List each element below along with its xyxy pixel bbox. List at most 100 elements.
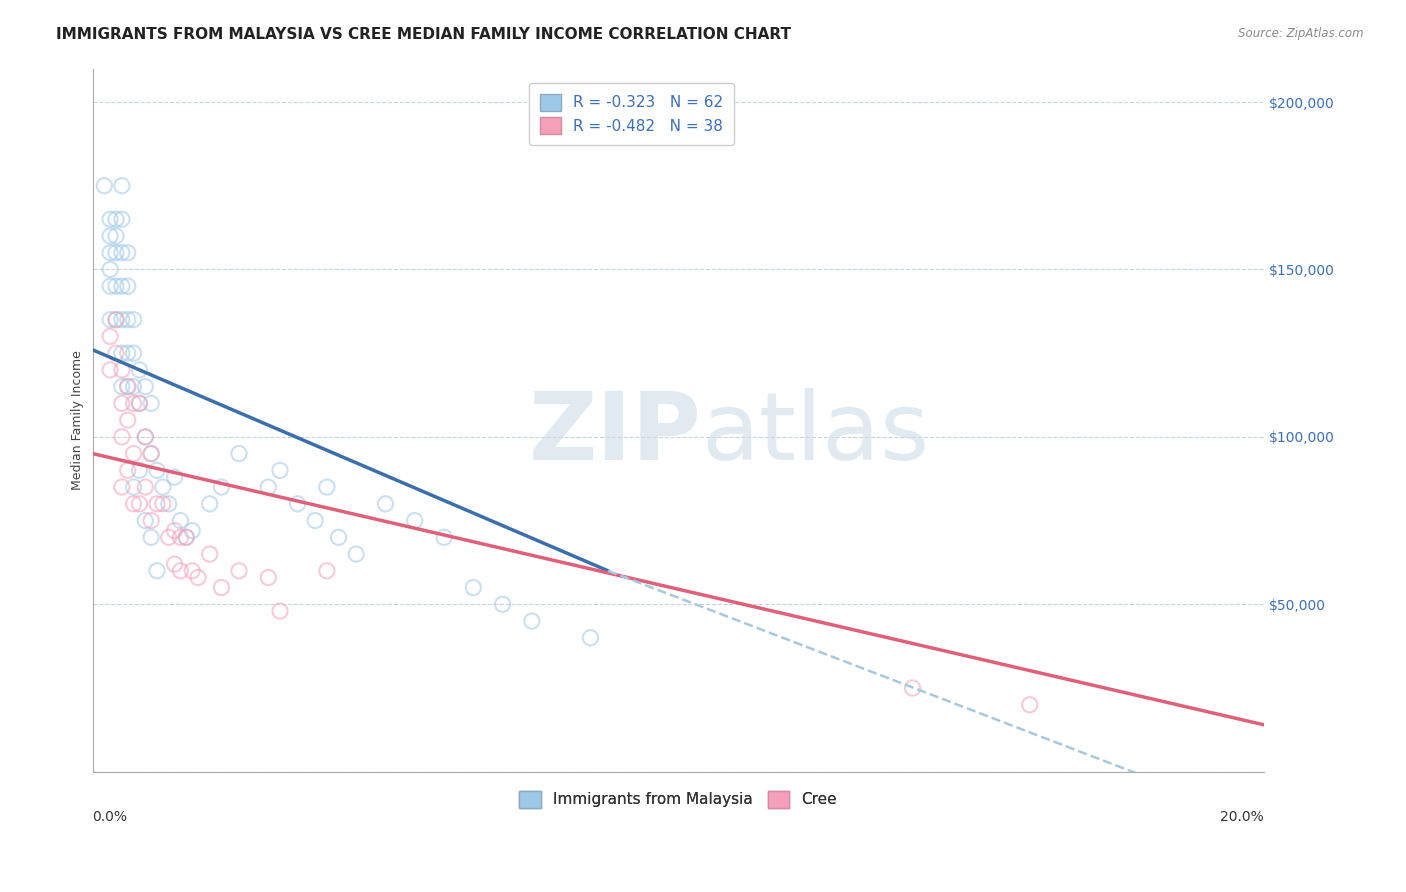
Point (98, 279, 121, 293)
Point (491, 597, 513, 611)
Point (287, 497, 309, 511)
Point (98, 212, 121, 227)
Point (122, 379, 145, 393)
Point (117, 346, 139, 360)
Point (174, 530, 197, 544)
Point (152, 497, 174, 511)
Point (163, 470, 186, 484)
Y-axis label: Median Family Income: Median Family Income (72, 351, 84, 490)
Point (134, 430, 156, 444)
Point (105, 229, 128, 244)
Point (146, 564, 169, 578)
Point (174, 530, 197, 544)
Point (181, 564, 204, 578)
Point (134, 430, 156, 444)
Point (117, 379, 139, 393)
Point (105, 312, 128, 326)
Point (901, 681, 924, 695)
Point (141, 514, 163, 528)
Point (1018, 698, 1040, 712)
Point (520, 614, 543, 628)
Point (122, 480, 145, 494)
Point (122, 497, 145, 511)
Point (93, 178, 115, 193)
Point (169, 514, 191, 528)
Text: 20.0%: 20.0% (1220, 810, 1264, 824)
Point (141, 447, 163, 461)
Point (117, 379, 139, 393)
Point (141, 447, 163, 461)
Text: ZIP: ZIP (529, 388, 702, 480)
Point (111, 279, 134, 293)
Point (111, 178, 134, 193)
Point (105, 279, 128, 293)
Point (117, 279, 139, 293)
Point (269, 604, 291, 618)
Point (134, 480, 156, 494)
Point (209, 480, 232, 494)
Point (157, 497, 180, 511)
Point (128, 396, 150, 410)
Point (111, 396, 134, 410)
Point (98, 262, 121, 277)
Point (228, 447, 250, 461)
Point (163, 524, 186, 538)
Point (198, 497, 221, 511)
Point (228, 564, 250, 578)
Point (111, 212, 134, 227)
Point (98, 329, 121, 343)
Point (98, 363, 121, 377)
Point (141, 396, 163, 410)
Text: IMMIGRANTS FROM MALAYSIA VS CREE MEDIAN FAMILY INCOME CORRELATION CHART: IMMIGRANTS FROM MALAYSIA VS CREE MEDIAN … (56, 27, 792, 42)
Point (117, 463, 139, 477)
Point (181, 524, 204, 538)
Text: atlas: atlas (702, 388, 929, 480)
Point (157, 530, 180, 544)
Point (404, 514, 426, 528)
Point (117, 413, 139, 427)
Point (141, 530, 163, 544)
Point (209, 581, 232, 595)
Point (579, 631, 602, 645)
Point (304, 514, 326, 528)
Point (111, 312, 134, 326)
Point (98, 312, 121, 326)
Point (111, 480, 134, 494)
Point (128, 463, 150, 477)
Point (117, 245, 139, 260)
Point (169, 564, 191, 578)
Point (198, 547, 221, 561)
Point (128, 396, 150, 410)
Point (146, 497, 169, 511)
Point (122, 346, 145, 360)
Point (463, 581, 485, 595)
Point (122, 312, 145, 326)
Point (315, 480, 337, 494)
Text: 0.0%: 0.0% (93, 810, 128, 824)
Point (134, 514, 156, 528)
Point (111, 363, 134, 377)
Point (374, 497, 396, 511)
Point (111, 245, 134, 260)
Point (433, 530, 456, 544)
Point (146, 463, 169, 477)
Point (152, 480, 174, 494)
Point (315, 564, 337, 578)
Point (328, 530, 350, 544)
Point (187, 570, 209, 584)
Point (128, 363, 150, 377)
Text: Source: ZipAtlas.com: Source: ZipAtlas.com (1239, 27, 1364, 40)
Point (344, 547, 367, 561)
Point (257, 480, 280, 494)
Point (128, 497, 150, 511)
Point (105, 346, 128, 360)
Point (111, 379, 134, 393)
Point (169, 530, 191, 544)
Point (134, 379, 156, 393)
Point (163, 557, 186, 571)
Point (98, 229, 121, 244)
Point (111, 430, 134, 444)
Point (105, 312, 128, 326)
Point (117, 312, 139, 326)
Point (257, 570, 280, 584)
